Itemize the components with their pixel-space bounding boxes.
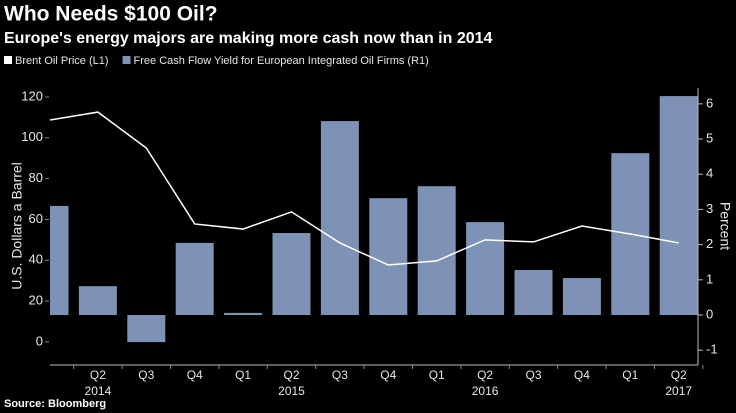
bar	[320, 121, 359, 316]
legend-label: Brent Oil Price (L1)	[15, 55, 109, 67]
y-tick-label: 100	[21, 129, 43, 144]
x-tick-label: Q3	[332, 368, 348, 382]
y2-tick-label: 4	[706, 166, 713, 181]
x-tick-label: Q3	[525, 368, 541, 382]
y-tick-label: 0	[36, 333, 43, 348]
x-tick-label: Q2	[477, 368, 493, 382]
bar	[466, 222, 505, 316]
bar	[659, 96, 698, 316]
x-tick-label: Q1	[235, 368, 251, 382]
x-group-label: 2014	[85, 384, 112, 398]
y2-tick-label: -1	[706, 342, 718, 357]
y-tick-label: 20	[29, 293, 43, 308]
y-tick-label: 120	[21, 88, 43, 103]
y-tick-label: 40	[29, 252, 43, 267]
bar	[369, 198, 408, 316]
y-axis-title: U.S. Dollars a Barrel	[9, 162, 25, 290]
bar	[127, 315, 166, 343]
y2-tick-label: 2	[706, 236, 713, 251]
bar	[50, 205, 69, 316]
y2-axis-title: Percent	[717, 202, 733, 250]
legend-swatch	[122, 56, 131, 64]
x-group-label: 2015	[278, 384, 305, 398]
x-tick-label: Q2	[671, 368, 687, 382]
bar	[272, 233, 311, 316]
y2-tick-label: 1	[706, 271, 713, 286]
x-tick-label: Q2	[90, 368, 106, 382]
x-group-label: 2017	[665, 384, 692, 398]
line	[50, 111, 679, 266]
y2-tick-label: 5	[706, 130, 713, 145]
bar	[562, 278, 601, 316]
y2-tick-label: 6	[706, 95, 713, 110]
x-tick-label: Q4	[574, 368, 590, 382]
plot-area	[50, 96, 698, 343]
x-group-label: 2016	[472, 384, 499, 398]
chart-subtitle: Europe's energy majors are making more c…	[4, 30, 493, 47]
x-tick-label: Q1	[429, 368, 445, 382]
x-tick-label: Q4	[187, 368, 203, 382]
x-tick-label: Q4	[380, 368, 396, 382]
x-tick-label: Q2	[283, 368, 299, 382]
y-tick-label: 80	[29, 170, 43, 185]
bar	[224, 312, 263, 316]
source: Source: Bloomberg	[4, 398, 106, 410]
chart-title: Who Needs $100 Oil?	[4, 3, 218, 26]
y-tick-label: 60	[29, 211, 43, 226]
bar	[514, 269, 553, 316]
x-tick-label: Q1	[622, 368, 638, 382]
x-tick-label: Q3	[138, 368, 154, 382]
bar	[78, 286, 117, 316]
y2-tick-label: 3	[706, 201, 713, 216]
legend-swatch	[4, 56, 12, 64]
y2-tick-label: 0	[706, 306, 713, 321]
bar	[417, 186, 456, 316]
legend-label: Free Cash Flow Yield for European Integr…	[134, 55, 429, 67]
bar	[175, 242, 214, 316]
